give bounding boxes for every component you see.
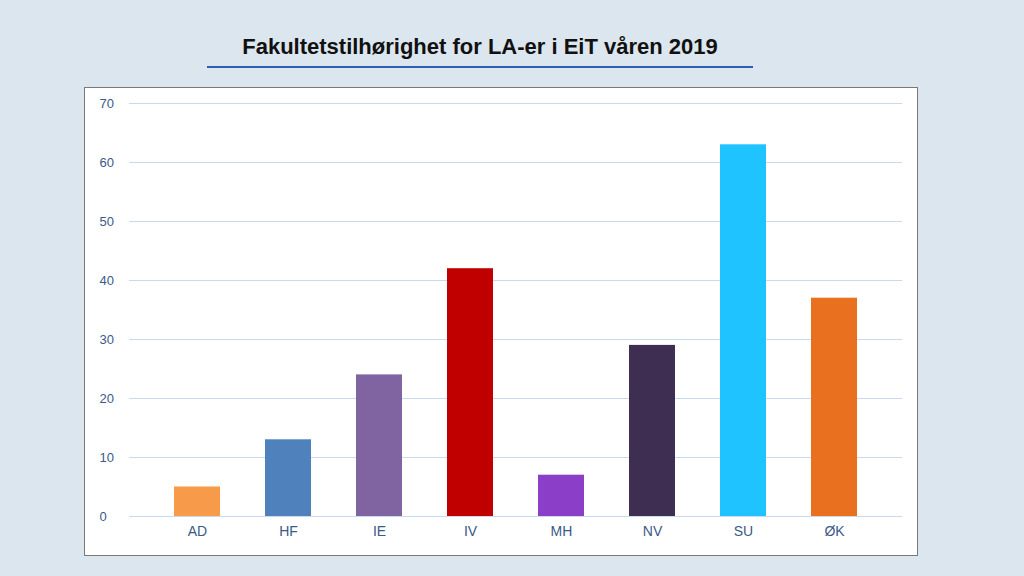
svg-text:70: 70 xyxy=(100,96,114,111)
svg-text:10: 10 xyxy=(100,450,114,465)
svg-text:60: 60 xyxy=(100,155,114,170)
svg-text:50: 50 xyxy=(100,214,114,229)
svg-text:MH: MH xyxy=(551,523,573,539)
svg-text:NV: NV xyxy=(643,523,663,539)
svg-text:20: 20 xyxy=(100,391,114,406)
svg-text:30: 30 xyxy=(100,332,114,347)
html-text:Fakultetstilhørighet for LA-er: Fakultetstilhørighet for LA-er i EiT vår… xyxy=(242,34,718,59)
svg-text:SU: SU xyxy=(734,523,753,539)
svg-text:IV: IV xyxy=(464,523,478,539)
svg-text:IE: IE xyxy=(373,523,386,539)
svg-text:40: 40 xyxy=(100,273,114,288)
svg-text:AD: AD xyxy=(188,523,207,539)
svg-text:ØK: ØK xyxy=(824,523,845,539)
svg-text:0: 0 xyxy=(100,509,107,524)
svg-text:HF: HF xyxy=(279,523,298,539)
